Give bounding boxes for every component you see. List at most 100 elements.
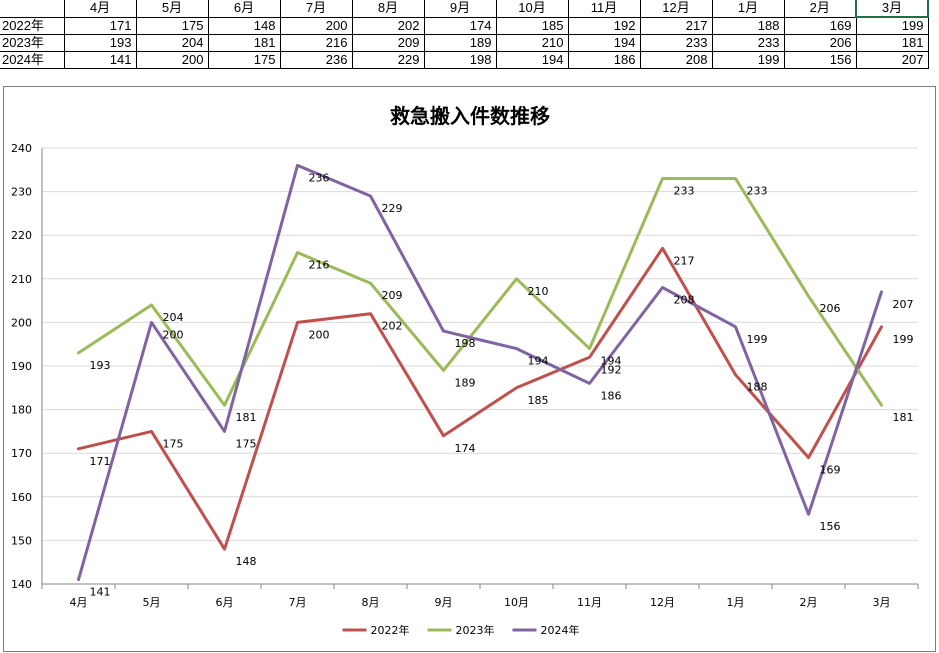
- header-cell[interactable]: 5月: [135, 0, 209, 18]
- x-tick-label: 12月: [650, 596, 675, 609]
- data-label: 175: [163, 437, 184, 450]
- y-tick-label: 240: [11, 142, 32, 155]
- data-label: 181: [893, 411, 914, 424]
- series-line-2024年: [77, 163, 883, 582]
- table-cell[interactable]: 194: [495, 51, 569, 69]
- data-label: 202: [382, 320, 403, 333]
- y-tick-label: 150: [11, 534, 32, 547]
- y-tick-label: 220: [11, 229, 32, 242]
- header-cell[interactable]: 9月: [423, 0, 497, 18]
- y-tick-label: 230: [11, 186, 32, 199]
- header-cell[interactable]: 11月: [567, 0, 641, 18]
- data-label: 208: [674, 294, 695, 307]
- data-label: 200: [163, 328, 184, 341]
- data-label: 169: [820, 464, 841, 477]
- table-cell[interactable]: 200: [135, 51, 209, 69]
- table-cell[interactable]: 199: [711, 51, 785, 69]
- legend-item: 2023年: [456, 623, 495, 637]
- header-cell[interactable]: 7月: [279, 0, 353, 18]
- series-line-2023年: [77, 177, 883, 407]
- y-tick-label: 210: [11, 273, 32, 286]
- data-label: 186: [601, 389, 622, 402]
- row-label[interactable]: 2022年: [0, 16, 65, 35]
- row-label[interactable]: 2023年: [0, 34, 65, 52]
- x-tick-label: 1月: [727, 596, 745, 609]
- data-label: 206: [820, 302, 841, 315]
- table-row: 2024年 141 200 175 236 229 198 194 186 20…: [0, 51, 929, 69]
- table-cell[interactable]: 156: [783, 51, 857, 69]
- x-tick-label: 4月: [70, 596, 88, 609]
- table-header-row: 4月 5月 6月 7月 8月 9月 10月 11月 12月 1月 2月 3月: [0, 0, 929, 18]
- header-cell[interactable]: 1月: [711, 0, 785, 18]
- y-tick-label: 160: [11, 491, 32, 504]
- header-cell[interactable]: 8月: [351, 0, 425, 18]
- x-tick-label: 6月: [216, 596, 234, 609]
- y-tick-label: 140: [11, 578, 32, 591]
- data-table: 4月 5月 6月 7月 8月 9月 10月 11月 12月 1月 2月 3月 2…: [0, 0, 929, 69]
- table-cell[interactable]: 208: [639, 51, 713, 69]
- y-tick-label: 170: [11, 447, 32, 460]
- x-tick-label: 10月: [504, 596, 529, 609]
- data-label: 181: [236, 411, 257, 424]
- x-tick-label: 9月: [435, 596, 453, 609]
- table-cell[interactable]: 233: [639, 34, 713, 52]
- data-label: 200: [309, 328, 330, 341]
- data-label: 198: [455, 337, 476, 350]
- table-cell[interactable]: 200: [279, 16, 353, 35]
- table-cell[interactable]: 186: [567, 51, 641, 69]
- x-tick-label: 8月: [362, 596, 380, 609]
- data-label: 199: [747, 333, 768, 346]
- data-label: 210: [528, 285, 549, 298]
- data-label: 141: [90, 586, 111, 599]
- data-label: 171: [90, 455, 111, 468]
- table-cell[interactable]: 236: [279, 51, 353, 69]
- table-cell[interactable]: 175: [207, 51, 281, 69]
- series-line-2022年: [77, 246, 883, 551]
- table-cell[interactable]: 204: [135, 34, 209, 52]
- data-label: 199: [893, 333, 914, 346]
- table-row: 2022年 171 175 148 200 202 174 185 192 21…: [0, 16, 929, 35]
- data-label: 193: [90, 359, 111, 372]
- data-label: 189: [455, 376, 476, 389]
- table-cell[interactable]: 217: [639, 16, 713, 35]
- data-label: 207: [893, 298, 914, 311]
- data-label: 175: [236, 437, 257, 450]
- header-cell[interactable]: 4月: [63, 0, 137, 18]
- header-cell-selected[interactable]: 3月: [855, 0, 929, 18]
- chart-area[interactable]: [3, 86, 936, 652]
- data-label: 236: [309, 171, 330, 184]
- data-label: 192: [601, 363, 622, 376]
- data-label: 156: [820, 520, 841, 533]
- x-tick-label: 11月: [577, 596, 602, 609]
- table-cell[interactable]: 206: [783, 34, 857, 52]
- chart-title: 救急搬入件数推移: [390, 104, 550, 128]
- data-label: 185: [528, 394, 549, 407]
- y-tick-label: 180: [11, 404, 32, 417]
- legend-item: 2024年: [541, 623, 580, 637]
- header-cell[interactable]: 10月: [495, 0, 569, 18]
- data-label: 194: [601, 355, 622, 368]
- data-label: 204: [163, 311, 184, 324]
- data-label: 174: [455, 442, 476, 455]
- header-cell[interactable]: 12月: [639, 0, 713, 18]
- x-tick-label: 5月: [143, 596, 161, 609]
- table-cell[interactable]: 181: [855, 34, 929, 52]
- data-label: 233: [747, 185, 768, 198]
- x-tick-label: 3月: [873, 596, 891, 609]
- table-cell[interactable]: 198: [423, 51, 497, 69]
- data-label: 233: [674, 185, 695, 198]
- x-tick-label: 7月: [289, 596, 307, 609]
- table-cell[interactable]: 229: [351, 51, 425, 69]
- table-cell[interactable]: 141: [63, 51, 137, 69]
- data-label: 229: [382, 202, 403, 215]
- data-label: 148: [236, 555, 257, 568]
- legend-item: 2022年: [371, 623, 410, 637]
- data-label: 217: [674, 254, 695, 267]
- y-tick-label: 200: [11, 316, 32, 329]
- data-label: 209: [382, 289, 403, 302]
- y-tick-label: 190: [11, 360, 32, 373]
- data-label: 216: [309, 259, 330, 272]
- data-label: 188: [747, 381, 768, 394]
- table-cell[interactable]: 207: [855, 51, 929, 69]
